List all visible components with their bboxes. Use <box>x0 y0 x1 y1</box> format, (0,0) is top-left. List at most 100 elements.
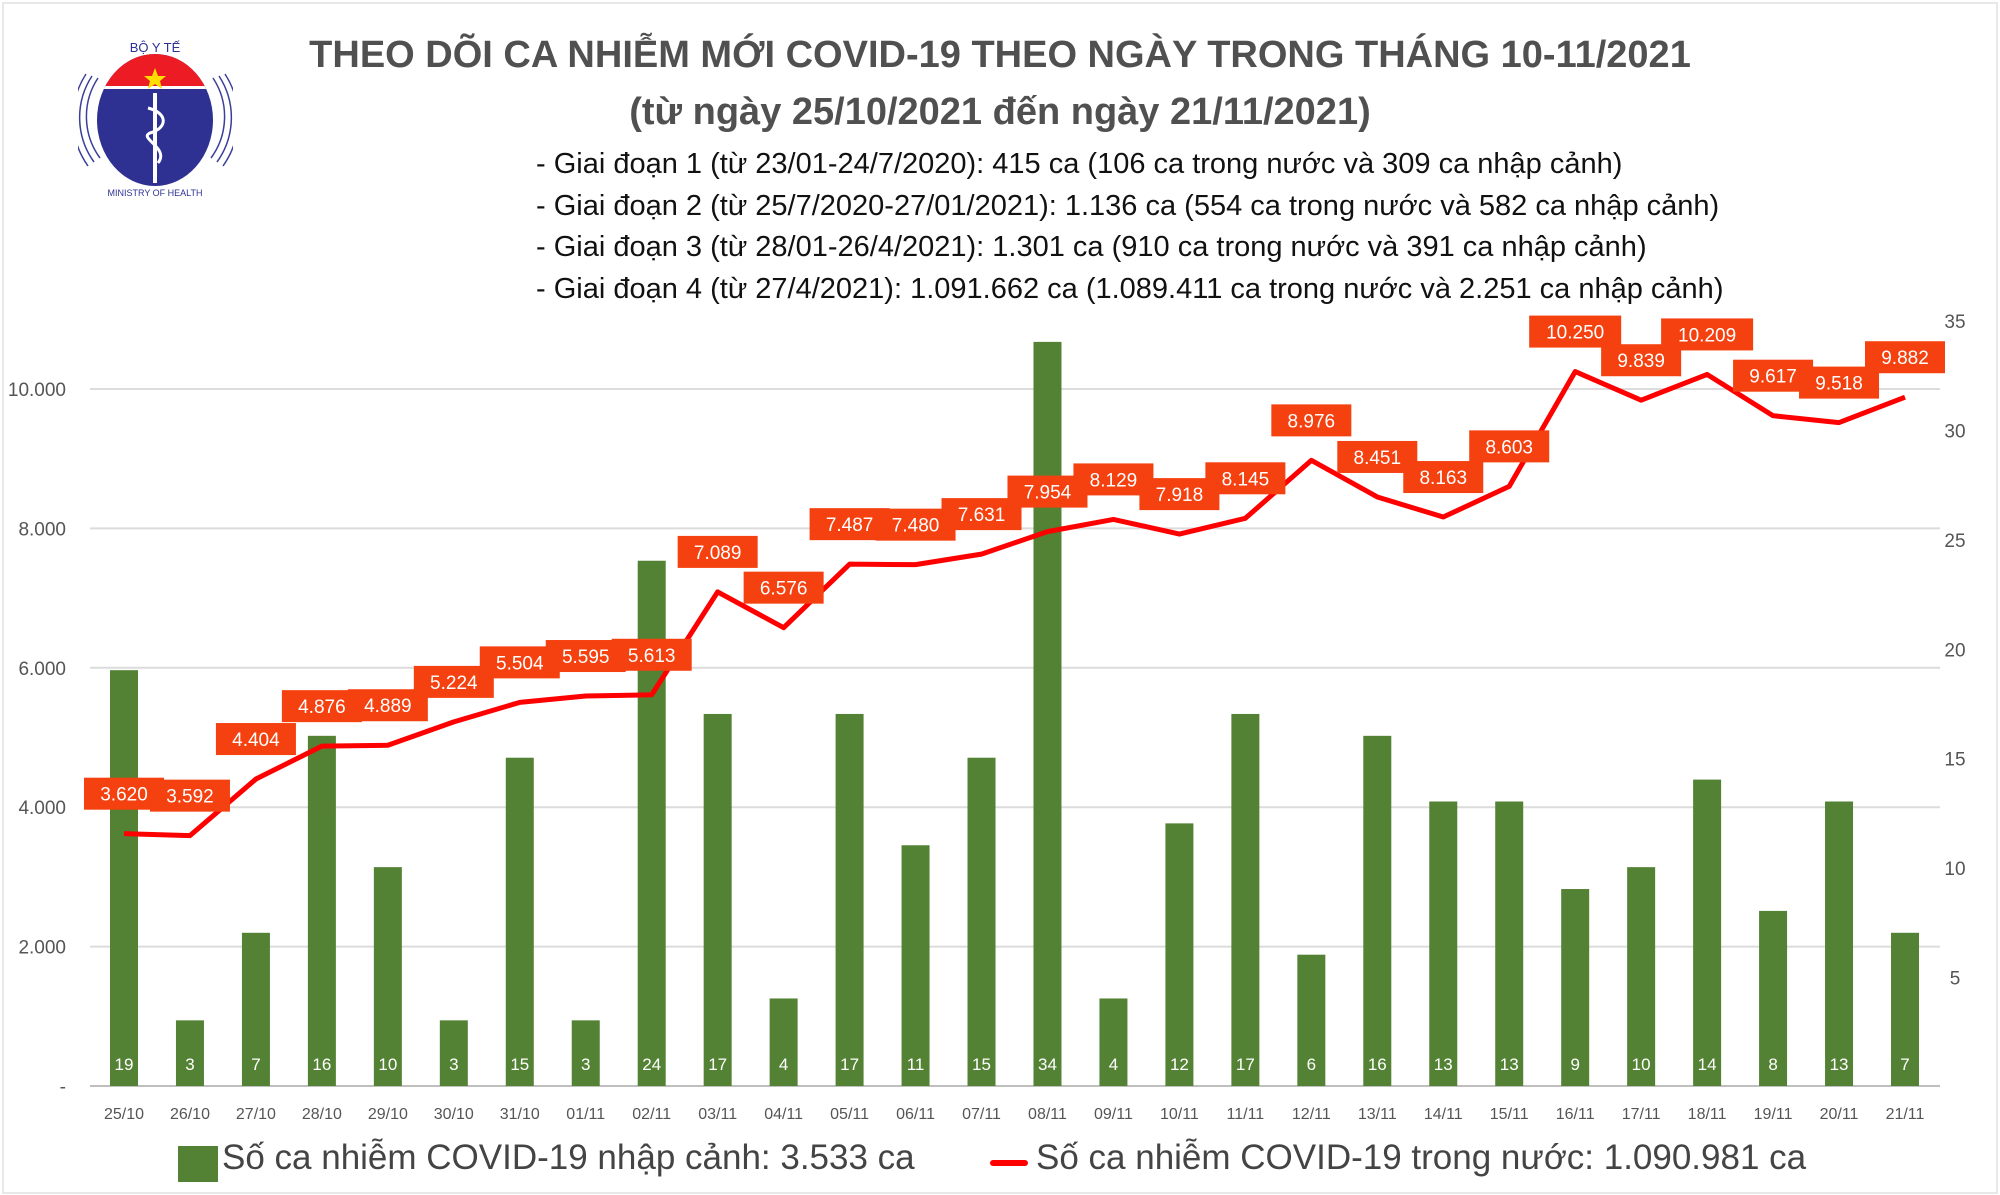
logo-bottom-text: MINISTRY OF HEALTH <box>107 188 202 198</box>
phase-4-summary: - Giai đoạn 4 (từ 27/4/2021): 1.091.662 … <box>536 273 1724 305</box>
bar-imported-08/11 <box>1033 341 1062 1086</box>
bar-imported-26/10 <box>175 1020 204 1086</box>
bar-value-label: 4 <box>779 1055 788 1074</box>
x-tick-label: 11/11 <box>1227 1106 1265 1123</box>
data-label-box <box>1529 315 1622 348</box>
bar-imported-07/11 <box>967 757 996 1086</box>
line-value-label: 5.595 <box>562 647 610 668</box>
x-tick-label: 25/10 <box>104 1106 144 1123</box>
data-label-box <box>743 571 824 604</box>
line-value-label: 9.839 <box>1617 351 1665 372</box>
line-value-label: 10.250 <box>1546 323 1604 344</box>
bar-value-label: 10 <box>1632 1055 1651 1074</box>
left-tick-label: 2.000 <box>18 938 66 959</box>
bar-imported-25/10 <box>110 670 138 1086</box>
bar-value-label: 11 <box>907 1055 925 1074</box>
line-value-label: 7.089 <box>694 543 742 564</box>
x-tick-label: 31/10 <box>500 1106 540 1123</box>
x-tick-label: 27/10 <box>236 1106 276 1123</box>
x-tick-label: 08/11 <box>1028 1106 1067 1123</box>
bar-imported-31/10 <box>505 757 534 1086</box>
left-tick-label: 8.000 <box>18 519 66 540</box>
line-value-label: 4.889 <box>364 696 412 717</box>
ministry-of-health-logo: BỘ Y TẾ MINISTRY OF HEALTH <box>72 38 239 203</box>
x-tick-label: 14/11 <box>1424 1106 1463 1123</box>
bar-value-label: 12 <box>1170 1055 1189 1074</box>
bar-imported-18/11 <box>1693 779 1722 1086</box>
x-tick-label: 03/11 <box>698 1106 737 1123</box>
x-tick-label: 28/10 <box>302 1106 342 1123</box>
right-tick-label: 35 <box>1944 312 1965 333</box>
bar-imported-10/11 <box>1165 823 1194 1086</box>
bar-imported-15/11 <box>1495 801 1524 1086</box>
x-tick-label: 15/11 <box>1490 1106 1529 1123</box>
data-label-box <box>611 638 692 671</box>
bar-imported-27/10 <box>241 932 270 1086</box>
x-tick-label: 16/11 <box>1556 1106 1595 1123</box>
x-tick-label: 29/10 <box>368 1106 408 1123</box>
bar-imported-04/11 <box>769 998 798 1086</box>
bar-value-label: 6 <box>1307 1055 1316 1074</box>
bar-value-label: 13 <box>1830 1055 1849 1074</box>
bar-imported-28/10 <box>307 735 336 1086</box>
legend-imported-cases: Số ca nhiễm COVID-19 nhập cảnh: 3.533 ca <box>222 1138 915 1177</box>
bar-value-label: 16 <box>312 1055 331 1074</box>
bar-value-label: 3 <box>581 1055 590 1074</box>
line-value-label: 7.954 <box>1024 483 1072 504</box>
line-value-label: 10.209 <box>1678 325 1736 346</box>
line-value-label: 8.163 <box>1419 468 1467 489</box>
line-value-label: 7.487 <box>826 515 874 536</box>
right-tick-label: 10 <box>1944 859 1965 880</box>
x-tick-label: 05/11 <box>830 1106 869 1123</box>
data-label-box <box>1469 430 1550 463</box>
line-value-label: 5.504 <box>496 653 544 674</box>
bar-value-label: 19 <box>115 1055 134 1074</box>
bar-value-label: 3 <box>449 1055 458 1074</box>
x-tick-label: 09/11 <box>1094 1106 1133 1123</box>
bar-imported-30/10 <box>439 1020 468 1086</box>
phase-1-summary: - Giai đoạn 1 (từ 23/01-24/7/2020): 415 … <box>536 148 1623 180</box>
data-label-box <box>1205 462 1286 495</box>
left-tick-label: - <box>60 1077 66 1098</box>
line-value-label: 3.620 <box>100 785 148 806</box>
data-label-box <box>1403 461 1484 494</box>
line-value-label: 8.145 <box>1222 469 1270 490</box>
line-value-label: 9.518 <box>1815 374 1863 395</box>
phase-2-summary: - Giai đoạn 2 (từ 25/7/2020-27/01/2021):… <box>536 190 1720 222</box>
right-tick-label: 25 <box>1944 531 1965 552</box>
data-label-box <box>1661 318 1754 351</box>
x-tick-label: 06/11 <box>896 1106 935 1123</box>
bar-value-label: 17 <box>708 1055 727 1074</box>
line-value-label: 5.224 <box>430 673 478 694</box>
line-value-label: 8.603 <box>1485 437 1533 458</box>
line-value-label: 9.882 <box>1881 348 1929 369</box>
x-tick-label: 18/11 <box>1688 1106 1727 1123</box>
x-tick-label: 20/11 <box>1820 1106 1859 1123</box>
bar-value-label: 14 <box>1698 1055 1717 1074</box>
line-value-label: 7.480 <box>892 516 940 537</box>
bar-value-label: 15 <box>972 1055 991 1074</box>
x-tick-label: 13/11 <box>1358 1106 1397 1123</box>
data-label-box <box>1271 404 1352 437</box>
x-tick-label: 04/11 <box>764 1106 803 1123</box>
left-tick-label: 10.000 <box>8 380 66 401</box>
legend-bar-swatch <box>178 1146 218 1182</box>
bar-imported-01/11 <box>571 1020 600 1086</box>
left-tick-label: 4.000 <box>18 798 66 819</box>
bar-value-label: 10 <box>378 1055 397 1074</box>
logo-top-text: BỘ Y TẾ <box>130 40 181 55</box>
phase-3-summary: - Giai đoạn 3 (từ 28/01-26/4/2021): 1.30… <box>536 231 1647 263</box>
bar-value-label: 7 <box>1900 1055 1909 1074</box>
x-tick-label: 12/11 <box>1292 1106 1331 1123</box>
line-value-label: 4.404 <box>232 730 280 751</box>
line-value-label: 7.631 <box>958 505 1006 526</box>
x-tick-label: 17/11 <box>1622 1106 1661 1123</box>
data-label-box <box>149 779 230 812</box>
bar-value-label: 3 <box>185 1055 194 1074</box>
bar-value-label: 17 <box>840 1055 859 1074</box>
line-value-label: 8.976 <box>1288 411 1336 432</box>
chart-title: THEO DÕI CA NHIỄM MỚI COVID-19 THEO NGÀY… <box>309 34 1691 76</box>
x-tick-label: 26/10 <box>170 1106 210 1123</box>
bar-imported-05/11 <box>835 713 864 1086</box>
x-tick-label: 10/11 <box>1160 1106 1199 1123</box>
